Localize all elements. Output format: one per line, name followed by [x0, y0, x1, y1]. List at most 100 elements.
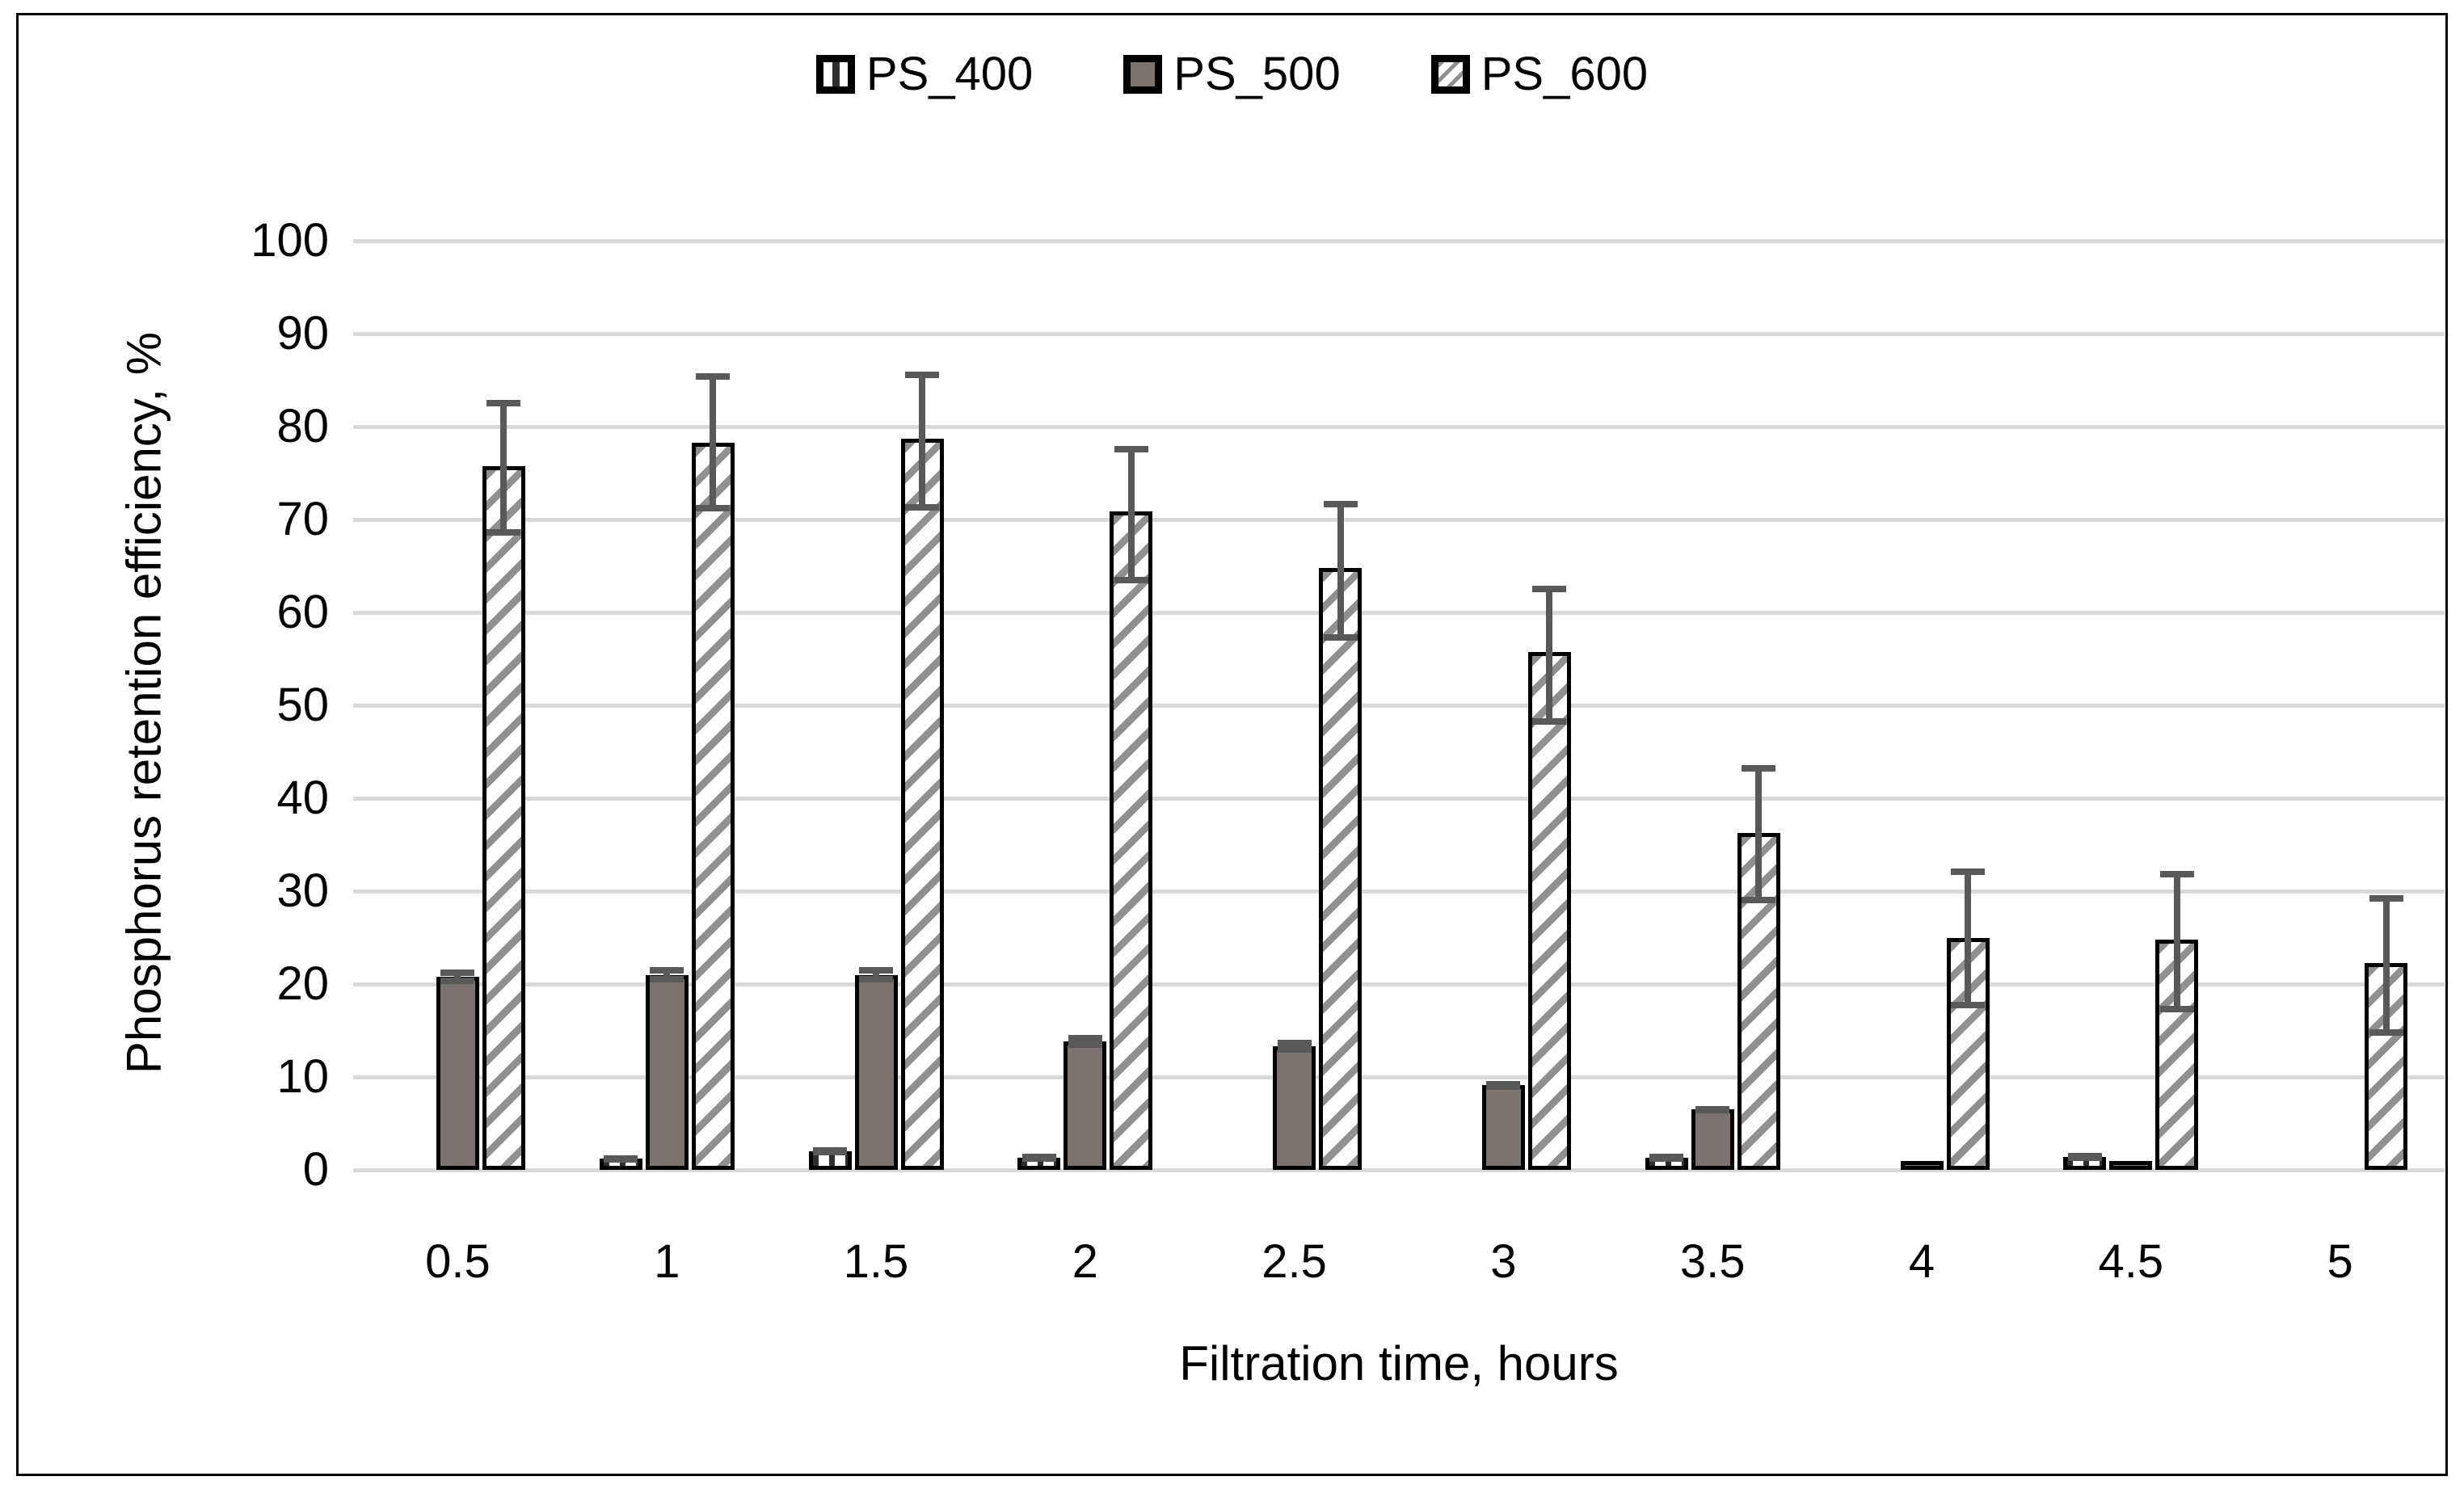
x-tick-label-5: 5: [2327, 1235, 2353, 1288]
error-bar-ps_500-2.5h: [1291, 1040, 1298, 1054]
error-bar-ps_600-1.5h: [919, 372, 925, 511]
bar-ps_600-1h: [691, 442, 735, 1170]
error-bar-cap-low: [1068, 1041, 1102, 1049]
bar-ps_500-4h: [1900, 1160, 1944, 1170]
error-bar-cap-high: [2369, 894, 2403, 902]
error-bar-cap-low: [1323, 633, 1358, 641]
bar-ps_500-2h: [1064, 1041, 1107, 1170]
error-bar-cap-low: [1114, 577, 1148, 584]
bar-ps_600-0.5h: [482, 466, 525, 1170]
error-bar-ps_600-4.5h: [2173, 870, 2180, 1012]
x-tick-label-2.5: 2.5: [1261, 1235, 1327, 1288]
ps500-swatch-icon: [1123, 55, 1163, 94]
x-tick-label-4.5: 4.5: [2098, 1235, 2164, 1288]
error-bar-ps_600-2h: [1127, 446, 1135, 584]
error-bar-cap-low: [440, 978, 475, 984]
error-bar-cap-low: [650, 975, 684, 982]
gridline-50: [353, 703, 2445, 708]
error-bar-cap-low: [1742, 896, 1776, 903]
bar-ps_600-2h: [1110, 511, 1153, 1170]
bar-ps_500-3h: [1481, 1085, 1525, 1170]
plot-area: 0 10 20 30 40 50 60 70 80 90 100 0.5 1 1.5 2 2.5 3 3.5 4 4.…: [251, 217, 2445, 1285]
bar-ps_500-4.5h: [2109, 1160, 2153, 1170]
error-bar-ps_500-2h: [1081, 1035, 1089, 1049]
bar-ps_600-2.5h: [1319, 567, 1363, 1170]
error-bar-ps_600-4h: [1965, 869, 1971, 1008]
y-tick-label-90: 90: [276, 307, 329, 360]
y-tick-label-50: 50: [276, 679, 329, 731]
bar-ps_500-1.5h: [854, 974, 898, 1170]
bar-ps_600-3h: [1527, 652, 1571, 1170]
y-tick-label-40: 40: [276, 772, 329, 824]
error-bar-cap-low: [2067, 1154, 2102, 1161]
error-bar-cap-high: [859, 967, 893, 974]
gridline-40: [353, 796, 2445, 801]
error-bar-cap-high: [650, 967, 684, 974]
bar-ps_500-0.5h: [436, 976, 479, 1170]
x-tick-label-3.5: 3.5: [1679, 1235, 1746, 1288]
error-bar-ps_600-2.5h: [1337, 501, 1344, 641]
error-bar-cap-low: [2159, 1005, 2194, 1012]
error-bar-cap-high: [1277, 1040, 1312, 1046]
error-bar-cap-high: [2159, 870, 2194, 877]
gridline-60: [353, 610, 2445, 615]
legend-label-ps400: PS_400: [866, 48, 1034, 100]
chart-frame: [16, 13, 2448, 1476]
y-tick-label-80: 80: [276, 400, 329, 452]
y-tick-label-20: 20: [276, 957, 329, 1010]
gridline-100: [353, 238, 2445, 243]
x-tick-label-4: 4: [1908, 1235, 1935, 1288]
legend: PS_400 PS_500 PS_600: [0, 50, 2464, 99]
gridline-80: [353, 424, 2445, 429]
error-bar-ps_500-1h: [663, 967, 671, 982]
y-axis-title: Phosphorus retention efficiency, %: [116, 331, 171, 1075]
y-tick-label-70: 70: [276, 493, 329, 545]
ps600-swatch-icon: [1430, 55, 1470, 94]
legend-item-ps500: PS_500: [1123, 50, 1341, 99]
error-bar-cap-low: [1486, 1083, 1521, 1091]
gridline-10: [353, 1075, 2445, 1079]
y-tick-label-60: 60: [276, 586, 329, 638]
y-tick-label-30: 30: [276, 864, 329, 917]
error-bar-cap-high: [1532, 585, 1567, 592]
bar-ps_500-2.5h: [1273, 1046, 1316, 1170]
x-tick-label-1: 1: [654, 1235, 680, 1288]
error-bar-cap-low: [604, 1155, 638, 1163]
error-bar-cap-low: [1277, 1046, 1312, 1054]
gridline-70: [353, 517, 2445, 522]
gridline-20: [353, 982, 2445, 986]
legend-item-ps400: PS_400: [815, 48, 1034, 100]
error-bar-cap-low: [696, 504, 731, 511]
error-bar-cap-high: [440, 969, 475, 976]
error-bar-cap-high: [1323, 501, 1358, 507]
error-bar-ps_600-0.5h: [500, 399, 508, 536]
error-bar-ps_500-0.5h: [454, 969, 461, 984]
bar-ps_500-1h: [645, 974, 689, 1170]
error-bar-cap-high: [1068, 1035, 1102, 1042]
error-bar-ps_600-5h: [2382, 894, 2390, 1037]
gridline-0: [353, 1167, 2445, 1172]
error-bar-cap-low: [1021, 1155, 1056, 1162]
bar-ps_600-3.5h: [1737, 832, 1780, 1170]
error-bar-cap-high: [1951, 869, 1985, 876]
bar-ps_600-1.5h: [900, 438, 944, 1170]
y-tick-label-0: 0: [302, 1143, 329, 1196]
error-bar-cap-high: [486, 399, 521, 406]
bar-ps_500-3.5h: [1691, 1109, 1734, 1170]
error-bar-cap-high: [1742, 764, 1776, 772]
error-bar-ps_600-3h: [1546, 585, 1553, 726]
x-axis-title: Filtration time, hours: [1179, 1336, 1619, 1390]
y-tick-label-10: 10: [276, 1050, 329, 1103]
legend-item-ps600: PS_600: [1430, 48, 1649, 100]
error-bar-cap-low: [486, 528, 521, 536]
error-bar-cap-high: [905, 372, 939, 379]
error-bar-cap-high: [1114, 446, 1148, 453]
gridline-90: [353, 331, 2445, 336]
error-bar-cap-low: [1695, 1106, 1730, 1113]
legend-label-ps600: PS_600: [1481, 48, 1649, 100]
error-bar-cap-high: [696, 373, 731, 381]
x-tick-label-1.5: 1.5: [843, 1235, 909, 1288]
x-tick-label-3: 3: [1490, 1235, 1517, 1288]
error-bar-cap-low: [859, 975, 893, 982]
error-bar-cap-low: [1532, 718, 1567, 726]
